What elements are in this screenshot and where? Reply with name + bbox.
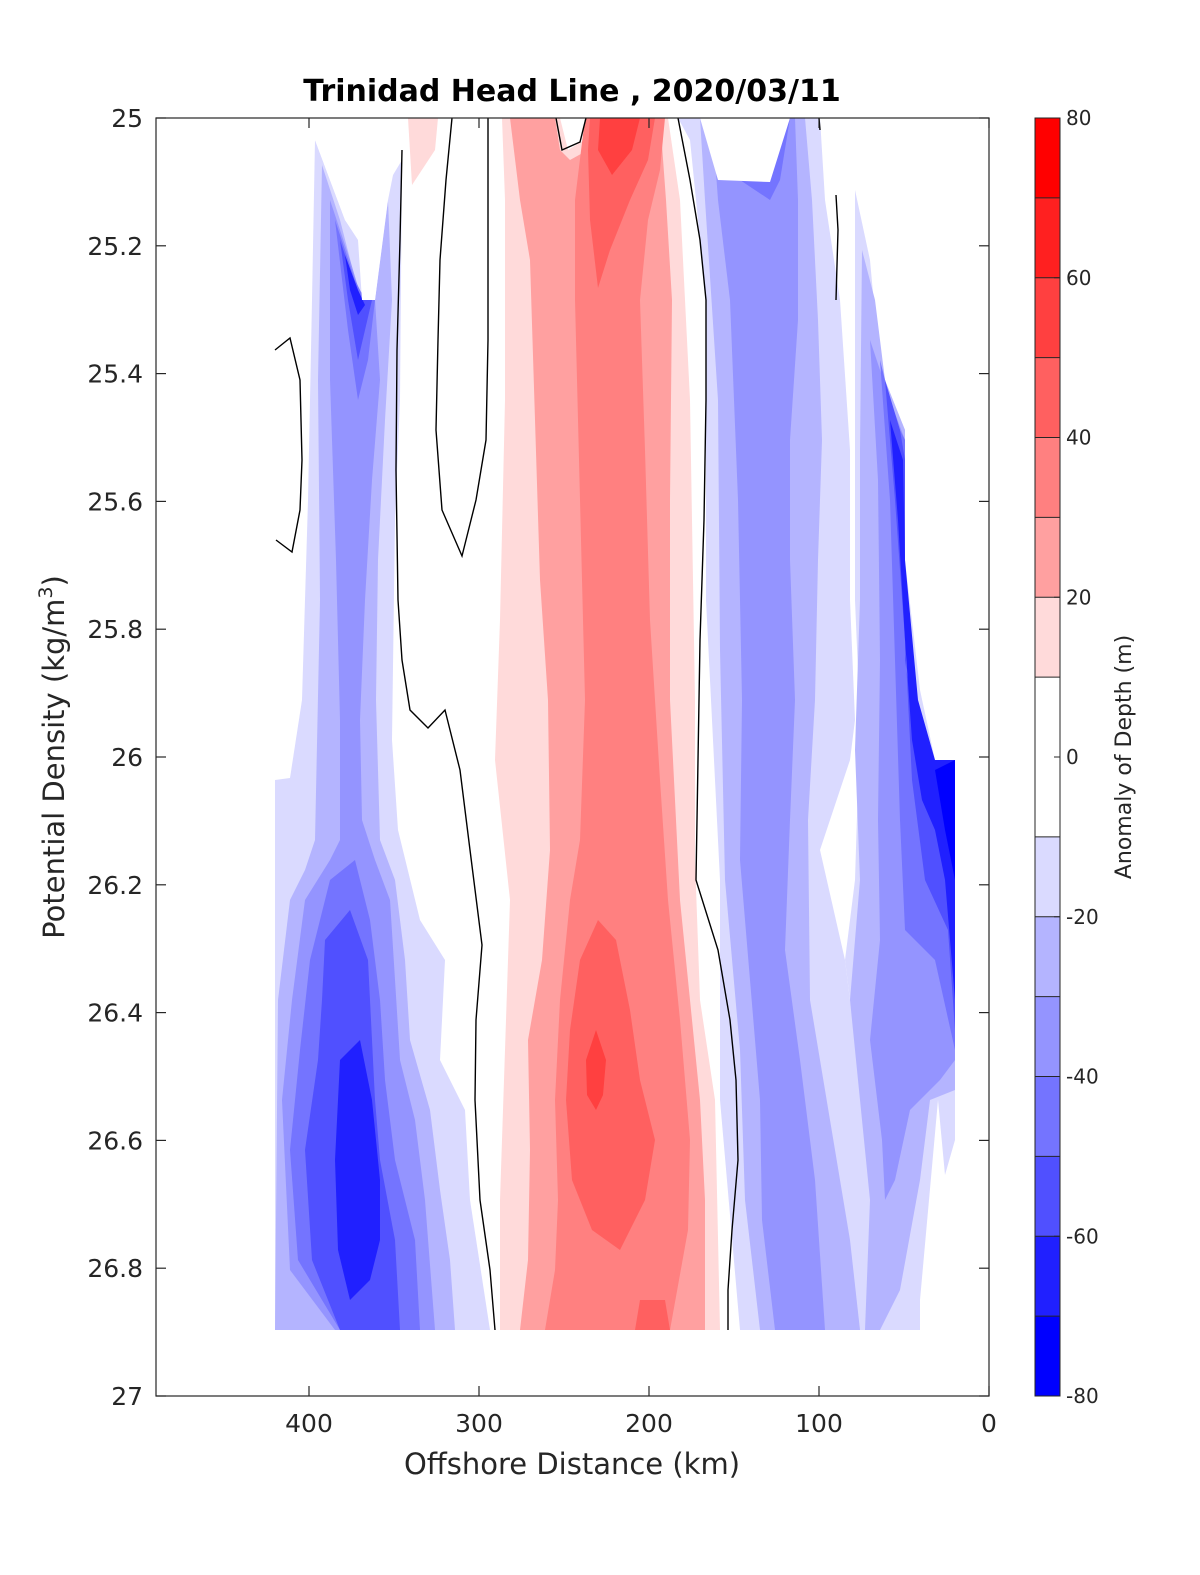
colorbar-level xyxy=(1035,996,1060,1077)
colorbar-level xyxy=(1035,197,1060,278)
colorbar-level xyxy=(1035,1156,1060,1237)
x-tick-label: 100 xyxy=(795,1409,843,1438)
x-tick-label: 400 xyxy=(285,1409,333,1438)
colorbar: 80 60 40 20 0 -20 -40 -60 -80 xyxy=(1034,106,1099,1408)
x-axis: 400 300 200 100 0 xyxy=(285,118,997,1438)
colorbar-level xyxy=(1035,1316,1060,1396)
y-tick-label: 25 xyxy=(111,104,143,133)
colorbar-level xyxy=(1035,517,1060,598)
x-axis-label: Offshore Distance (km) xyxy=(404,1447,740,1481)
contour-field xyxy=(275,118,955,1330)
colorbar-label: Anomaly of Depth (m) xyxy=(1112,635,1137,879)
y-tick-label: 25.6 xyxy=(87,487,143,516)
contour-band xyxy=(586,1030,606,1110)
contour-line xyxy=(835,194,839,301)
contour-band xyxy=(335,1040,380,1300)
y-tick-label: 26.4 xyxy=(87,999,143,1028)
colorbar-tick-label: -20 xyxy=(1066,905,1099,929)
colorbar-level xyxy=(1035,916,1060,997)
contour-band xyxy=(890,420,955,1000)
contour-band xyxy=(566,920,655,1250)
colorbar-level xyxy=(1035,1076,1060,1157)
zero-contours xyxy=(274,118,839,1331)
contour-band xyxy=(935,760,955,880)
colorbar-level xyxy=(1035,277,1060,358)
contour-band xyxy=(635,1300,670,1330)
colorbar-tick-label: 0 xyxy=(1066,745,1079,769)
y-tick-label: 25.8 xyxy=(87,615,143,644)
colorbar-level xyxy=(1035,357,1060,438)
contour-line xyxy=(395,149,496,1331)
y-tick-label: 26 xyxy=(111,743,143,772)
y-tick-label: 26.2 xyxy=(87,871,143,900)
y-tick-label: 26.8 xyxy=(87,1254,143,1283)
colorbar-level xyxy=(1035,437,1060,518)
y-tick-label: 26.6 xyxy=(87,1126,143,1155)
x-tick-label: 0 xyxy=(981,1409,997,1438)
colorbar-tick-label: -80 xyxy=(1066,1384,1099,1408)
contour-line xyxy=(435,118,489,559)
contour-line xyxy=(274,336,303,554)
contour-line xyxy=(677,118,739,1330)
x-tick-label: 200 xyxy=(625,1409,673,1438)
colorbar-level xyxy=(1035,836,1060,917)
y-tick-label: 25.2 xyxy=(87,232,143,261)
y-tick-label: 27 xyxy=(111,1382,143,1411)
colorbar-level xyxy=(1035,1236,1060,1317)
contour-band xyxy=(408,118,438,185)
no-data-gap xyxy=(842,118,855,190)
y-tick-label: 25.4 xyxy=(87,360,143,389)
x-tick-label: 300 xyxy=(455,1409,503,1438)
no-data-gap xyxy=(700,118,790,182)
colorbar-level xyxy=(1035,597,1060,678)
colorbar-tick-label: 80 xyxy=(1066,106,1091,130)
colorbar-tick-label: 40 xyxy=(1066,426,1091,450)
contour-band xyxy=(345,255,365,315)
y-axis-label-end: ) xyxy=(37,575,71,586)
chart-title: Trinidad Head Line , 2020/03/11 xyxy=(303,74,840,109)
colorbar-tick-label: -60 xyxy=(1066,1224,1099,1248)
contour-band xyxy=(712,118,825,1330)
y-axis-label-superscript: 3 xyxy=(35,586,57,598)
colorbar-tick-label: -40 xyxy=(1066,1065,1099,1089)
y-axis: 25 25.2 25.4 25.6 25.8 26 26.2 26.4 26.6 26.8 27 xyxy=(87,104,989,1411)
y-axis-label: Potential Density (kg/m3) xyxy=(35,575,71,939)
contour-band xyxy=(598,118,640,175)
colorbar-tick-label: 60 xyxy=(1066,266,1091,290)
y-axis-label-main: Potential Density (kg/m xyxy=(37,599,71,939)
no-data-gap xyxy=(315,118,400,300)
contour-line xyxy=(555,118,587,151)
colorbar-level xyxy=(1035,118,1060,198)
colorbar-tick-label: 20 xyxy=(1066,585,1091,609)
